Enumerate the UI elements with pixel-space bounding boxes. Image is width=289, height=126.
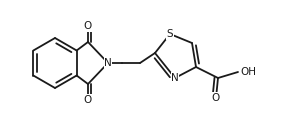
Text: N: N (104, 58, 112, 68)
Text: O: O (84, 95, 92, 105)
Text: O: O (212, 93, 220, 103)
Text: N: N (171, 73, 179, 83)
Text: O: O (84, 21, 92, 31)
Text: S: S (167, 29, 173, 39)
Text: OH: OH (240, 67, 256, 77)
